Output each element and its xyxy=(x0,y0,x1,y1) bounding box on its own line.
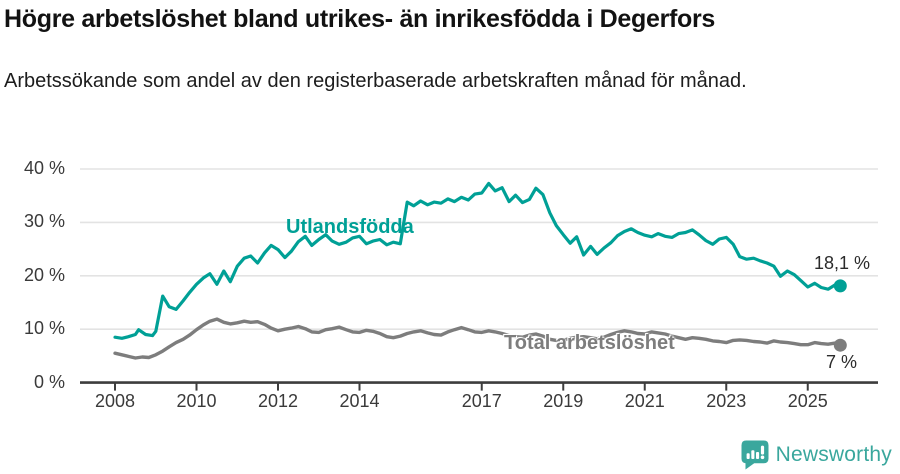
x-axis-label: 2012 xyxy=(257,391,299,411)
series-line-total xyxy=(113,317,842,360)
y-axis-label: 10 % xyxy=(23,318,65,339)
x-axis-label: 2019 xyxy=(543,391,584,411)
newsworthy-logo[interactable]: Newsworthy xyxy=(741,440,892,470)
end-value-utlandsfodda: 18,1 % xyxy=(814,253,871,273)
y-axis-label: 40 % xyxy=(23,158,65,178)
newsworthy-wordmark: Newsworthy xyxy=(775,443,892,466)
x-axis-label: 2014 xyxy=(339,391,380,411)
chart-title: Högre arbetslöshet bland utrikes- än inr… xyxy=(4,5,716,33)
series-end-dot-utlandsfodda xyxy=(833,279,847,293)
newsworthy-bubble-chart-icon xyxy=(741,440,769,470)
chart-subtitle: Arbetssökande som andel av den registerb… xyxy=(4,70,747,92)
end-value-total: 7 % xyxy=(826,352,858,372)
x-axis-label: 2023 xyxy=(706,391,747,411)
series-line-utlandsfodda xyxy=(113,181,842,340)
x-axis-label: 2010 xyxy=(176,391,217,411)
series-end-dot-total xyxy=(833,338,847,352)
x-axis-label: 2008 xyxy=(94,391,136,411)
y-axis-label: 30 % xyxy=(23,211,65,232)
x-axis-label: 2017 xyxy=(461,391,502,411)
y-axis-label: 0 % xyxy=(33,371,65,392)
x-axis-label: 2021 xyxy=(624,391,665,411)
x-axis-label: 2025 xyxy=(787,391,828,411)
y-axis-label: 20 % xyxy=(23,264,65,285)
series-label-utlandsfodda: Utlandsfödda xyxy=(286,216,414,238)
series-label-total-arbetsloshet: Total arbetslöshet xyxy=(504,332,675,354)
